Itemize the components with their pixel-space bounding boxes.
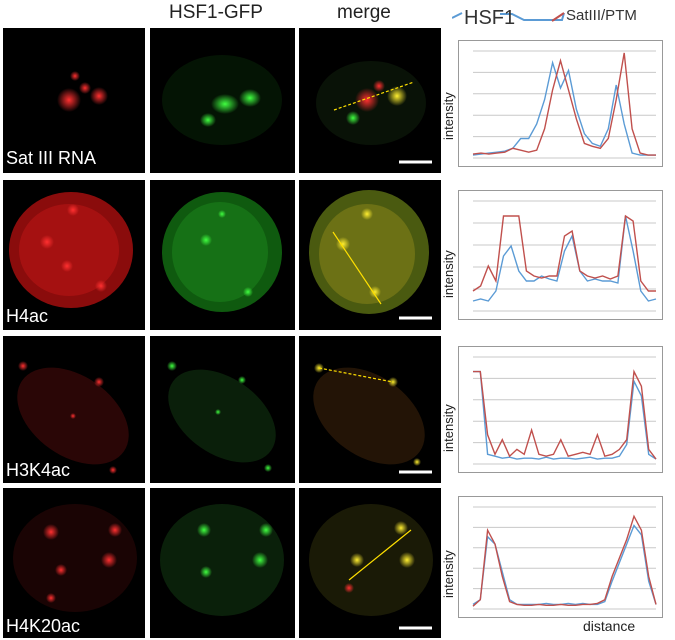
micrograph-h3k4ac-merge [299, 336, 441, 483]
legend-lines [452, 12, 565, 22]
series-line-satiii-ptm [472, 514, 657, 607]
micrograph-satiii-hsf1-green [150, 28, 295, 173]
micrograph-satiii-red [3, 28, 145, 173]
micrograph-satiii-merge [299, 28, 441, 173]
series-line-hsf1 [473, 370, 657, 460]
y-axis-label-4: intensity [441, 550, 456, 598]
plot-svg [472, 506, 657, 610]
micrograph-h3k4ac-red [3, 336, 145, 483]
column-header-hsf1-gfp: HSF1-GFP [169, 2, 263, 23]
y-axis-label-1: intensity [441, 92, 456, 140]
intensity-plot-h4k20ac [458, 496, 663, 618]
row-label-sat-iii-rna: Sat III RNA [6, 148, 97, 168]
micrograph-h4ac-red [3, 180, 145, 330]
micrograph-h4k20ac-merge [299, 488, 441, 638]
micrograph-h4k20ac-red [3, 488, 145, 638]
x-axis-label-distance: distance [583, 618, 636, 634]
row-label-h3k4ac: H3K4ac [6, 460, 71, 480]
intensity-plot-h4ac [458, 190, 663, 320]
column-header-merge: merge [337, 2, 391, 23]
micrograph-h4ac-merge [299, 180, 441, 330]
plot-svg [473, 356, 657, 465]
legend-series-hsf1: HSF1 [464, 7, 516, 29]
y-axis-label-2: intensity [441, 250, 456, 298]
micrograph-h3k4ac-hsf1-green [150, 336, 295, 483]
plot-svg [472, 200, 657, 312]
series-line-hsf1 [472, 59, 656, 156]
intensity-plot-satiii [458, 40, 663, 167]
series-line-satiii-ptm [472, 214, 656, 292]
legend: HSF1 SatIII/PTM [452, 2, 674, 29]
micrograph-h4ac-hsf1-green [150, 180, 295, 330]
row-label-h4k20ac: H4K20ac [6, 616, 81, 636]
series-line-satiii-ptm [473, 369, 657, 460]
series-line-hsf1 [472, 215, 657, 302]
y-axis-label-3: intensity [441, 404, 456, 452]
legend-series-satiii-ptm: SatIII/PTM [566, 7, 637, 24]
intensity-plot-h3k4ac [458, 346, 663, 473]
plot-svg [472, 50, 656, 159]
row-label-h4ac: H4ac [6, 306, 49, 326]
series-line-hsf1 [472, 524, 657, 606]
micrograph-h4k20ac-hsf1-green [150, 488, 295, 638]
series-line-satiii-ptm [472, 52, 656, 156]
